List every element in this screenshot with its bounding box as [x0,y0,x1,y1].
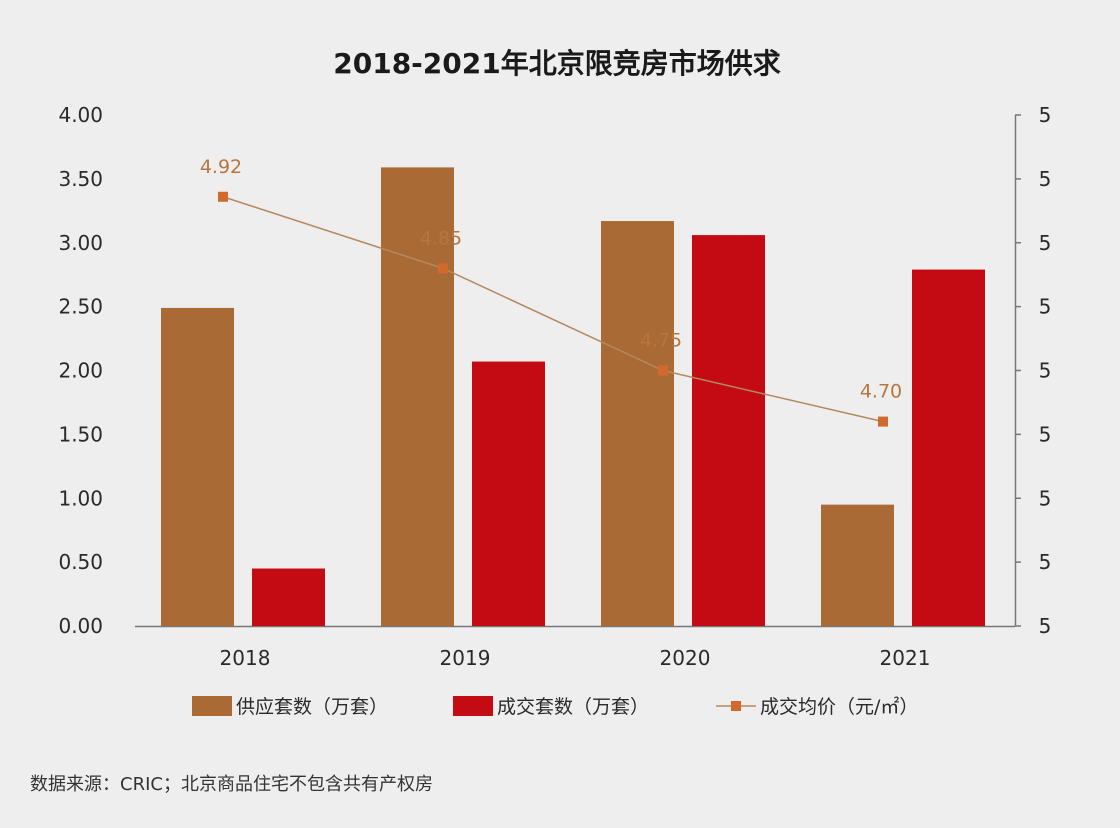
deal-bar [912,269,985,626]
legend-supply-label: 供应套数（万套） [236,696,388,718]
supply-bar [381,167,454,626]
price-marker [218,191,228,202]
y-tick-label: 2.50 [58,295,103,319]
legend-price-label: 成交均价（元/㎡） [760,695,918,718]
legend-deal-label: 成交套数（万套） [497,696,649,718]
data-source-note: 数据来源：CRIC；北京商品住宅不包含共有产权房 [30,774,433,795]
y-tick-label: 4.00 [58,103,103,127]
y2-tick-label: 5 [1039,359,1052,383]
legend-price-swatch-marker [731,701,741,711]
y2-tick-label: 5 [1039,295,1052,319]
y-tick-label: 1.50 [58,422,103,446]
x-tick-label: 2018 [220,646,271,670]
price-marker [878,416,888,427]
y-tick-label: 1.00 [58,486,103,510]
legend-supply-swatch [192,696,232,716]
x-tick-label: 2021 [880,646,931,670]
y-tick-label: 2.00 [58,359,103,383]
price-data-label: 4.92 [200,156,242,178]
y2-tick-label: 5 [1039,167,1052,191]
supply-bar [821,504,894,626]
y2-tick-label: 5 [1039,614,1052,638]
y2-tick-label: 5 [1039,231,1052,255]
x-tick-label: 2020 [660,646,711,670]
legend-deal-swatch [453,696,493,716]
axes: 0.00 0.50 1.00 1.50 2.00 2.50 3.00 3.50 4.00 5 5 5 5… [58,103,1051,670]
y2-tick-label: 5 [1039,486,1052,510]
price-marker [438,263,448,274]
supply-bar [161,307,234,626]
y2-tick-label: 5 [1039,103,1052,127]
y-tick-label: 0.00 [58,614,103,638]
price-line-path [222,196,884,423]
price-data-label: 4.85 [420,227,462,249]
price-data-label: 4.70 [860,381,902,403]
y-tick-label: 0.50 [58,550,103,574]
legend: 供应套数（万套） 成交套数（万套） 成交均价（元/㎡） [192,695,918,718]
deal-bar [472,361,545,626]
deal-bar [692,235,765,626]
supply-bar [601,221,674,626]
y2-tick-label: 5 [1039,422,1052,446]
x-tick-label: 2019 [440,646,491,670]
deal-bar [252,568,325,626]
price-data-label: 4.75 [640,330,682,352]
chart-title: 2018-2021年北京限竞房市场供求 [333,47,780,80]
y-tick-label: 3.50 [58,167,103,191]
price-marker [658,365,668,376]
y2-tick-label: 5 [1039,550,1052,574]
y-tick-label: 3.00 [58,231,103,255]
price-line: 4.92 4.85 4.75 4.70 [200,156,902,427]
bars [161,167,985,626]
